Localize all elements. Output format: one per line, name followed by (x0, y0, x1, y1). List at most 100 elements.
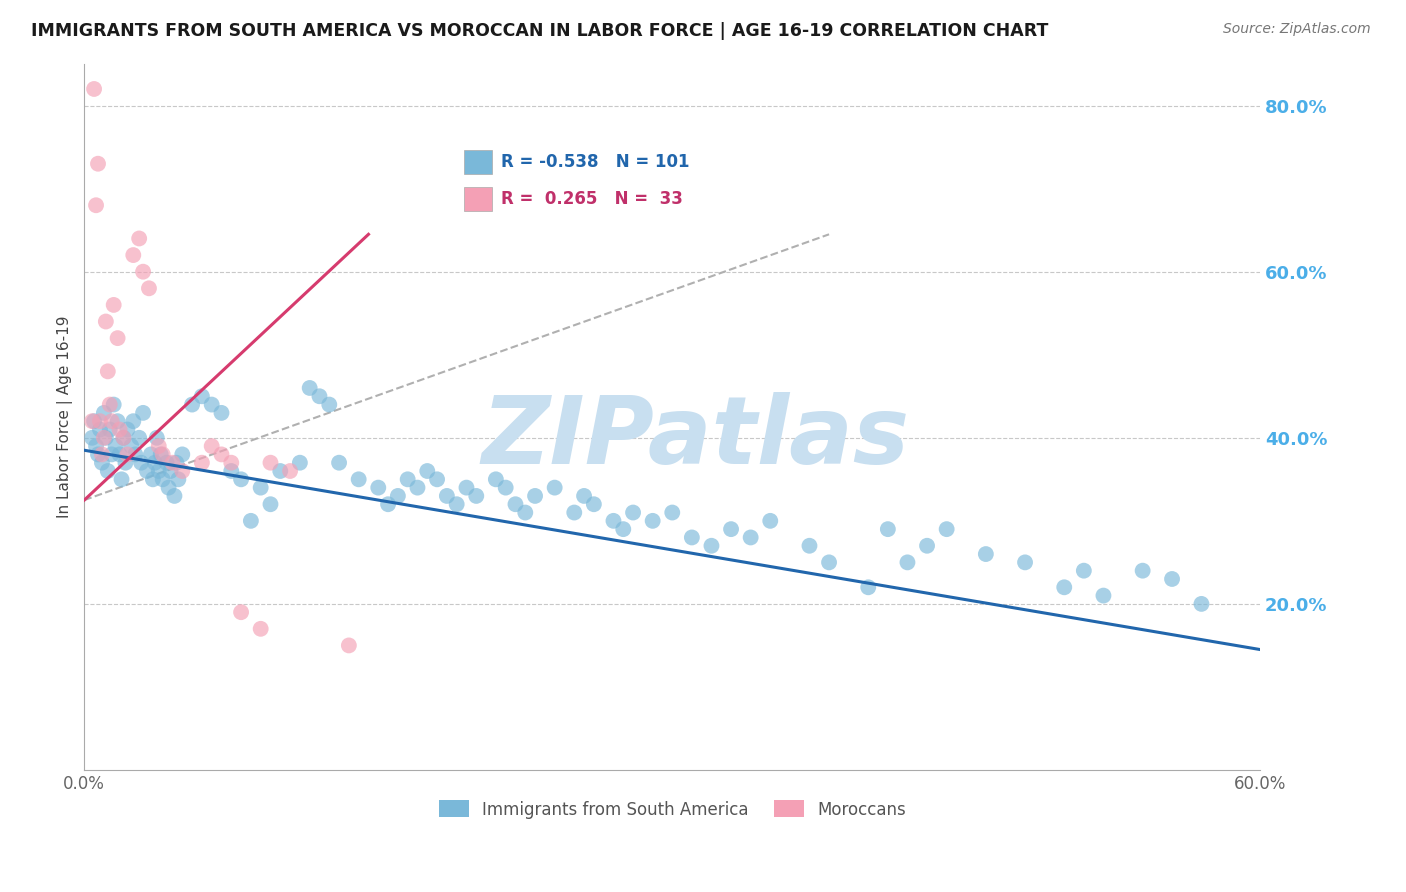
Point (122, 248, 145, 262)
Point (1092, 589, 1115, 603)
Point (602, 514, 624, 528)
Point (107, 414, 129, 428)
Point (124, 447, 146, 461)
Text: ZIPatlas: ZIPatlas (482, 392, 910, 484)
Point (544, 481, 567, 495)
Point (219, 464, 242, 478)
Point (146, 431, 169, 445)
Point (201, 398, 224, 412)
Point (858, 580, 880, 594)
Point (876, 522, 898, 536)
Point (572, 489, 595, 503)
Point (139, 447, 162, 461)
Point (191, 456, 214, 470)
Point (93, 406, 115, 420)
Point (132, 265, 155, 279)
Point (84, 198, 107, 212)
Point (117, 447, 139, 461)
Point (172, 447, 194, 461)
Point (935, 522, 957, 536)
Text: Source: ZipAtlas.com: Source: ZipAtlas.com (1223, 22, 1371, 37)
Point (465, 489, 488, 503)
Point (740, 531, 762, 545)
Point (446, 497, 468, 511)
Point (308, 389, 330, 403)
Point (1191, 597, 1213, 611)
Legend: Immigrants from South America, Moroccans: Immigrants from South America, Moroccans (432, 794, 912, 825)
Point (377, 497, 399, 511)
Point (148, 439, 170, 453)
Point (278, 464, 301, 478)
Point (612, 522, 634, 536)
Point (239, 514, 262, 528)
Point (129, 456, 152, 470)
Point (1161, 572, 1184, 586)
Point (219, 456, 242, 470)
Point (367, 481, 389, 495)
Point (259, 456, 281, 470)
Point (82, 431, 104, 445)
Point (621, 506, 644, 520)
Point (1132, 564, 1154, 578)
Point (337, 639, 360, 653)
Point (582, 497, 605, 511)
Point (288, 456, 311, 470)
Point (298, 381, 321, 395)
Point (191, 389, 214, 403)
Point (98, 422, 121, 436)
Point (896, 555, 918, 569)
Point (152, 472, 174, 486)
Point (167, 472, 190, 486)
Point (152, 447, 174, 461)
Point (143, 456, 166, 470)
Point (114, 456, 136, 470)
Point (142, 472, 165, 486)
Point (90, 447, 112, 461)
Point (426, 472, 449, 486)
Point (505, 497, 527, 511)
Point (108, 422, 131, 436)
Point (172, 464, 194, 478)
Point (229, 605, 252, 619)
Point (387, 489, 409, 503)
Point (347, 472, 370, 486)
Point (681, 531, 703, 545)
Point (249, 622, 271, 636)
Point (128, 431, 150, 445)
Point (84, 439, 107, 453)
Point (94, 431, 117, 445)
Point (107, 331, 129, 345)
Point (93, 431, 115, 445)
Point (90, 456, 112, 470)
Point (720, 522, 742, 536)
Point (249, 481, 271, 495)
Point (201, 439, 224, 453)
Point (112, 431, 135, 445)
Point (108, 447, 131, 461)
Text: IMMIGRANTS FROM SOUTH AMERICA VS MOROCCAN IN LABOR FORCE | AGE 16-19 CORRELATION: IMMIGRANTS FROM SOUTH AMERICA VS MOROCCA… (31, 22, 1049, 40)
Point (269, 464, 291, 478)
Point (229, 472, 252, 486)
Point (485, 472, 508, 486)
Point (100, 414, 122, 428)
Point (915, 539, 938, 553)
Point (100, 447, 122, 461)
Point (661, 506, 683, 520)
Point (112, 431, 135, 445)
Point (117, 422, 139, 436)
Point (456, 481, 478, 495)
Point (406, 481, 429, 495)
Point (89, 414, 111, 428)
Point (700, 539, 723, 553)
Point (515, 506, 537, 520)
Point (799, 539, 821, 553)
Point (82, 414, 104, 428)
Point (159, 464, 181, 478)
Point (1073, 564, 1095, 578)
Point (87, 157, 110, 171)
Point (162, 456, 184, 470)
Y-axis label: In Labor Force | Age 16-19: In Labor Force | Age 16-19 (58, 316, 73, 518)
Point (157, 481, 180, 495)
Point (89, 422, 111, 436)
Point (524, 489, 547, 503)
